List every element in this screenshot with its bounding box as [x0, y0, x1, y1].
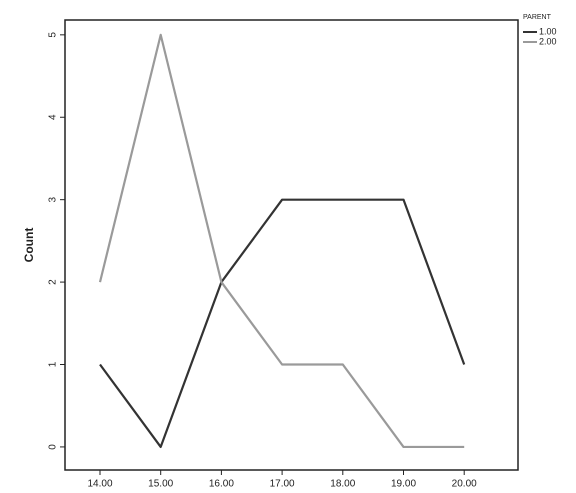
chart: Count PARENT 0 1 2 3 4 5 14.00 15.00 16.00 17.00 1… — [0, 0, 576, 493]
series-line — [100, 35, 464, 447]
legend-label: 2.00 — [539, 36, 557, 46]
x-tick-label: 20.00 — [452, 479, 477, 490]
series-line — [100, 200, 464, 447]
x-tick-label: 15.00 — [148, 479, 173, 490]
y-tick-label: 3 — [48, 196, 59, 202]
y-tick-label: 2 — [48, 279, 59, 285]
plot-frame — [65, 20, 518, 470]
legend-title: PARENT — [523, 14, 552, 21]
page: Count PARENT 0 1 2 3 4 5 14.00 15.00 16.00 17.00 1… — [0, 0, 576, 493]
legend-label: 1.00 — [539, 26, 557, 36]
y-tick-label: 4 — [48, 114, 59, 120]
y-tick-label: 0 — [48, 444, 59, 450]
x-tick-label: 16.00 — [209, 479, 234, 490]
y-tick-label: 5 — [48, 32, 59, 38]
x-tick-label: 17.00 — [270, 479, 295, 490]
x-tick-label: 19.00 — [391, 479, 416, 490]
x-tick-label: 14.00 — [87, 479, 112, 490]
y-tick-label: 1 — [48, 361, 59, 367]
y-axis-label: Count — [22, 228, 36, 263]
x-tick-label: 18.00 — [330, 479, 355, 490]
